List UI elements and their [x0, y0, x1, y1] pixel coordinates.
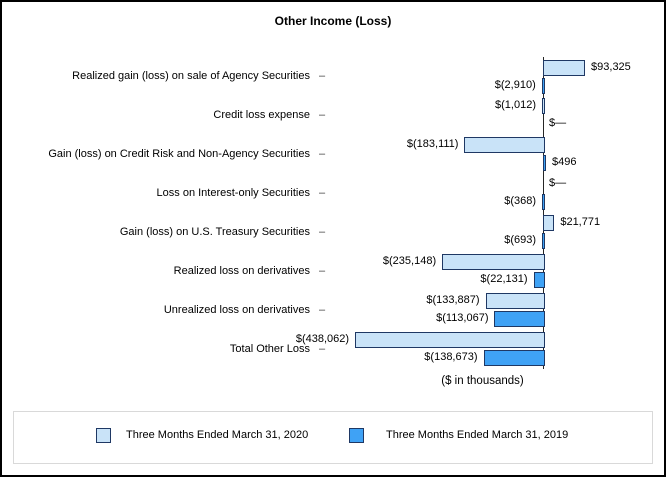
category-label: Gain (loss) on Credit Risk and Non-Agenc…: [48, 148, 310, 161]
value-label: $(1,012): [495, 99, 536, 112]
bar-2020: [485, 292, 545, 309]
legend: Three Months Ended March 31, 2020 Three M…: [13, 411, 653, 464]
category-tick: –: [318, 264, 326, 277]
bar-2020: [542, 98, 545, 115]
category-tick: –: [318, 226, 326, 239]
value-label: $(693): [504, 234, 536, 247]
value-label: $(113,067): [436, 311, 489, 324]
value-label: $(183,111): [406, 138, 459, 151]
value-label: $—: [549, 177, 567, 190]
legend-label-2019: Three Months Ended March 31, 2019: [386, 429, 569, 441]
bar-2019: [483, 349, 545, 366]
value-label: $—: [549, 117, 567, 130]
bar-2020: [355, 331, 545, 348]
value-label: $(2,910): [494, 78, 536, 91]
category-label: Realized loss on derivatives: [173, 264, 310, 277]
value-label: $496: [552, 156, 577, 169]
bar-2019: [494, 310, 545, 327]
bar-2020: [442, 254, 545, 270]
zero-axis-line: [543, 57, 544, 369]
bar-2020: [543, 215, 555, 232]
value-label: $(368): [504, 195, 536, 208]
value-label: $93,325: [591, 60, 631, 73]
category-label: Total Other Loss: [229, 342, 310, 355]
category-label: Gain (loss) on U.S. Treasury Securities: [119, 226, 310, 239]
value-label: $(133,887): [426, 293, 480, 306]
bar-2019: [541, 77, 545, 94]
axis-note: ($ in thousands): [441, 375, 524, 387]
bar-2019: [542, 194, 545, 211]
category-tick: –: [318, 109, 326, 122]
value-label: $(22,131): [480, 273, 528, 285]
category-label: Realized gain (loss) on sale of Agency S…: [72, 70, 310, 83]
bar-2020: [543, 59, 586, 76]
legend-swatch-2019: [349, 428, 364, 443]
category-tick: –: [318, 70, 326, 83]
bar-2019: [533, 272, 545, 288]
category-tick: –: [318, 342, 326, 355]
value-label: $(138,673): [424, 350, 478, 363]
legend-swatch-2020: [96, 428, 111, 443]
value-label: $(438,062): [295, 332, 350, 345]
chart-title: Other Income (Loss): [274, 14, 392, 28]
category-tick: –: [318, 303, 326, 316]
category-tick: –: [318, 148, 326, 161]
bar-2019: [543, 155, 546, 172]
value-label: $21,771: [560, 216, 601, 229]
bar-2019: [542, 233, 545, 250]
category-tick: –: [318, 187, 326, 200]
category-label: Loss on Interest-only Securities: [156, 187, 310, 200]
bar-2020: [464, 137, 545, 154]
legend-label-2020: Three Months Ended March 31, 2020: [126, 429, 309, 441]
value-label: $(235,148): [382, 255, 437, 267]
category-label: Credit loss expense: [213, 109, 310, 122]
category-label: Unrealized loss on derivatives: [163, 303, 310, 316]
